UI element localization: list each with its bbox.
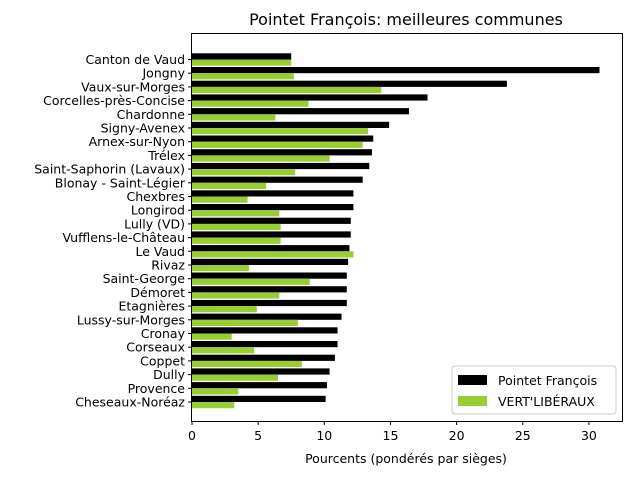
y-tick-label: Chexbres bbox=[126, 189, 185, 204]
x-tick-label: 10 bbox=[316, 428, 332, 443]
bar-vert-liberaux-vufflens-le-chateau bbox=[192, 237, 281, 244]
y-tick-label: Provence bbox=[128, 381, 186, 396]
bar-pointet-francois-chexbres bbox=[192, 190, 354, 197]
bar-vert-liberaux-longirod bbox=[192, 210, 280, 217]
y-tick-label: Signy-Avenex bbox=[101, 121, 185, 136]
y-tick-label: Démoret bbox=[130, 285, 185, 300]
bar-vert-liberaux-rivaz bbox=[192, 265, 249, 272]
y-tick-label: Vaux-sur-Morges bbox=[81, 79, 185, 94]
y-tick-label: Vufflens-le-Château bbox=[62, 230, 185, 245]
y-tick-label: Trélex bbox=[147, 148, 185, 163]
bar-pointet-francois-saint-saphorin-lavaux bbox=[192, 162, 370, 170]
bar-pointet-francois-vufflens-le-chateau bbox=[192, 231, 351, 238]
bar-vert-liberaux-provence bbox=[192, 388, 239, 395]
bar-pointet-francois-cronay bbox=[192, 327, 338, 334]
bar-vert-liberaux-demoret bbox=[192, 292, 280, 299]
bar-vert-liberaux-saint-saphorin-lavaux bbox=[192, 169, 296, 176]
bar-pointet-francois-longirod bbox=[192, 204, 354, 211]
legend-box bbox=[451, 365, 617, 415]
bar-vert-liberaux-coppet bbox=[192, 360, 302, 368]
y-tick-label: Arnex-sur-Nyon bbox=[89, 134, 185, 149]
bar-pointet-francois-dully bbox=[192, 368, 330, 375]
bar-pointet-francois-coppet bbox=[192, 354, 335, 361]
bar-pointet-francois-blonay-saint-legier bbox=[192, 176, 363, 183]
bar-pointet-francois-le-vaud bbox=[192, 245, 350, 252]
bar-vert-liberaux-chardonne bbox=[192, 114, 276, 121]
bar-pointet-francois-etagnieres bbox=[192, 299, 347, 307]
bar-vert-liberaux-chexbres bbox=[192, 196, 248, 203]
bar-pointet-francois-rivaz bbox=[192, 258, 349, 265]
bars-layer bbox=[192, 53, 600, 409]
legend: Pointet François VERT'LIBÉRAUX bbox=[451, 365, 617, 415]
bar-pointet-francois-provence bbox=[192, 382, 327, 389]
y-tick-label: Cronay bbox=[141, 326, 186, 341]
bar-pointet-francois-chardonne bbox=[192, 108, 409, 115]
bar-vert-liberaux-lully-vd bbox=[192, 223, 281, 231]
bar-vert-liberaux-arnex-sur-nyon bbox=[192, 141, 363, 148]
y-tick-label: Corseaux bbox=[126, 340, 185, 355]
y-tick-label: Chardonne bbox=[117, 107, 186, 122]
y-tick-label: Lully (VD) bbox=[124, 216, 185, 231]
bar-vert-liberaux-jongny bbox=[192, 73, 294, 80]
y-tick-label: Saint-Saphorin (Lavaux) bbox=[34, 162, 185, 177]
y-tick-label: Rivaz bbox=[151, 258, 185, 273]
x-tick-label: 25 bbox=[515, 428, 531, 443]
bar-vert-liberaux-dully bbox=[192, 374, 278, 381]
x-tick-label: 5 bbox=[254, 428, 262, 443]
bar-pointet-francois-saint-george bbox=[192, 272, 347, 279]
bar-vert-liberaux-le-vaud bbox=[192, 251, 354, 258]
y-tick-label: Le Vaud bbox=[135, 244, 185, 259]
bar-vert-liberaux-etagnieres bbox=[192, 306, 257, 313]
bar-pointet-francois-corcelles-pres-concise bbox=[192, 94, 428, 101]
bar-pointet-francois-demoret bbox=[192, 286, 347, 293]
bar-pointet-francois-vaux-sur-morges bbox=[192, 80, 507, 87]
bar-vert-liberaux-blonay-saint-legier bbox=[192, 182, 267, 189]
x-axis-label: Pourcents (pondérés par sièges) bbox=[305, 451, 507, 466]
bar-pointet-francois-trelex bbox=[192, 149, 372, 156]
y-tick-label: Cheseaux-Noréaz bbox=[75, 395, 185, 410]
plot-frame bbox=[191, 33, 623, 422]
y-tick-label: Blonay - Saint-Légier bbox=[55, 175, 186, 190]
bar-pointet-francois-lully-vd bbox=[192, 217, 351, 224]
y-tick-label: Dully bbox=[153, 367, 185, 382]
bar-vert-liberaux-corseaux bbox=[192, 347, 255, 354]
bar-vert-liberaux-lussy-sur-morges bbox=[192, 319, 298, 326]
y-axis: Canton de VaudJongnyVaux-sur-MorgesCorce… bbox=[34, 52, 192, 410]
bar-vert-liberaux-trelex bbox=[192, 155, 330, 162]
y-tick-label: Jongny bbox=[141, 66, 185, 81]
bar-vert-liberaux-signy-avenex bbox=[192, 128, 368, 135]
bar-pointet-francois-cheseaux-noreaz bbox=[192, 395, 326, 402]
x-tick-label: 20 bbox=[449, 428, 465, 443]
bar-pointet-francois-jongny bbox=[192, 67, 600, 74]
bar-vert-liberaux-corcelles-pres-concise bbox=[192, 100, 309, 107]
legend-swatch-vertliberaux bbox=[458, 396, 487, 406]
y-tick-label: Corcelles-près-Concise bbox=[43, 93, 185, 108]
y-tick-label: Longirod bbox=[131, 203, 185, 218]
bar-pointet-francois-lussy-sur-morges bbox=[192, 313, 342, 320]
legend-label-pointet: Pointet François bbox=[498, 373, 597, 388]
x-axis: 0 5 10 15 20 25 30 bbox=[188, 421, 597, 443]
y-tick-label: Lussy-sur-Morges bbox=[77, 312, 185, 327]
x-tick-label: 30 bbox=[581, 428, 597, 443]
bar-vert-liberaux-saint-george bbox=[192, 278, 310, 285]
bar-pointet-francois-arnex-sur-nyon bbox=[192, 135, 374, 142]
bar-vert-liberaux-vaux-sur-morges bbox=[192, 86, 382, 94]
x-tick-label: 15 bbox=[383, 428, 399, 443]
y-tick-label: Etagnières bbox=[118, 299, 185, 314]
bar-vert-liberaux-canton-de-vaud bbox=[192, 59, 292, 66]
y-tick-label: Coppet bbox=[140, 353, 185, 368]
bar-pointet-francois-corseaux bbox=[192, 341, 338, 348]
bar-vert-liberaux-cronay bbox=[192, 333, 232, 340]
x-tick-label: 0 bbox=[188, 428, 196, 443]
y-tick-label: Canton de Vaud bbox=[86, 52, 185, 67]
bar-pointet-francois-canton-de-vaud bbox=[192, 53, 292, 60]
bar-pointet-francois-signy-avenex bbox=[192, 121, 390, 128]
bar-vert-liberaux-cheseaux-noreaz bbox=[192, 402, 235, 409]
chart-title: Pointet François: meilleures communes bbox=[249, 10, 563, 29]
legend-swatch-pointet bbox=[458, 375, 487, 385]
y-tick-label: Saint-George bbox=[103, 271, 186, 286]
legend-label-vertliberaux: VERT'LIBÉRAUX bbox=[498, 394, 595, 409]
